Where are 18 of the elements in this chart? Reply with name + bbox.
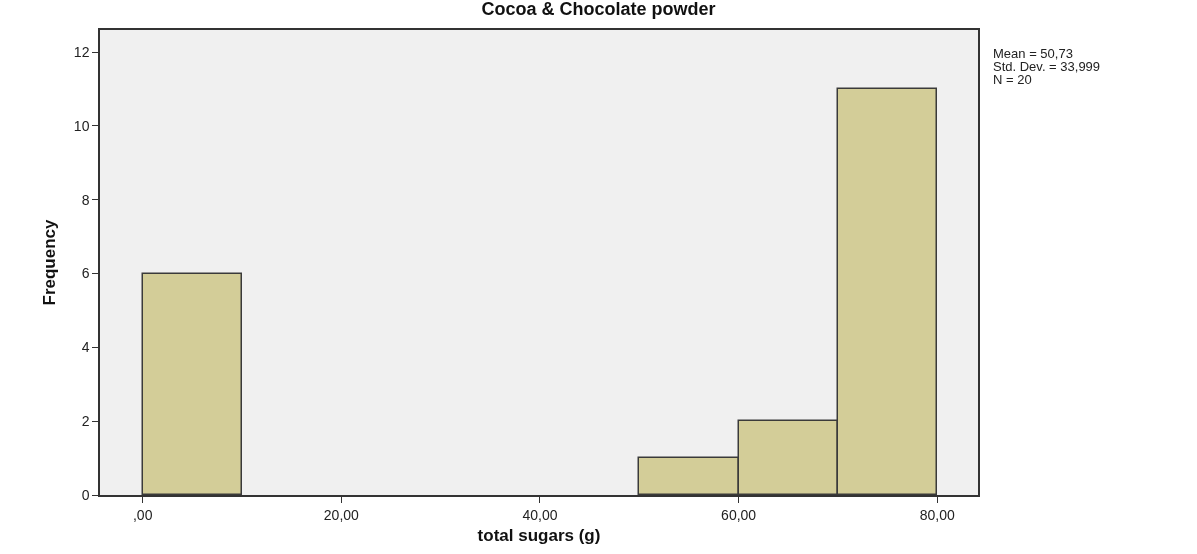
x-tick-label: 80,00 — [919, 506, 955, 523]
text: Std. Dev. = 33,999 — [993, 59, 1101, 74]
x-tick-label: ,00 — [132, 506, 153, 523]
chart-title: Cocoa & Chocolate powder — [481, 0, 716, 20]
y-tick-label: 4 — [81, 339, 90, 356]
y-tick-label: 8 — [81, 191, 90, 208]
y-tick-label: 12 — [73, 44, 90, 61]
x-axis-title: total sugars (g) — [477, 526, 601, 546]
y-tick-label: 0 — [81, 486, 90, 503]
y-tick-label: 2 — [81, 413, 90, 430]
y-tick-label: 6 — [81, 265, 90, 282]
y-tick-label: 10 — [73, 117, 90, 134]
x-tick-label: 60,00 — [721, 506, 757, 523]
y-axis-title: Frequency — [39, 218, 59, 306]
text: Mean = 50,73 — [993, 46, 1073, 61]
text: N = 20 — [993, 72, 1032, 87]
x-tick-label: 20,00 — [323, 506, 360, 523]
x-tick-label: 40,00 — [522, 506, 558, 523]
